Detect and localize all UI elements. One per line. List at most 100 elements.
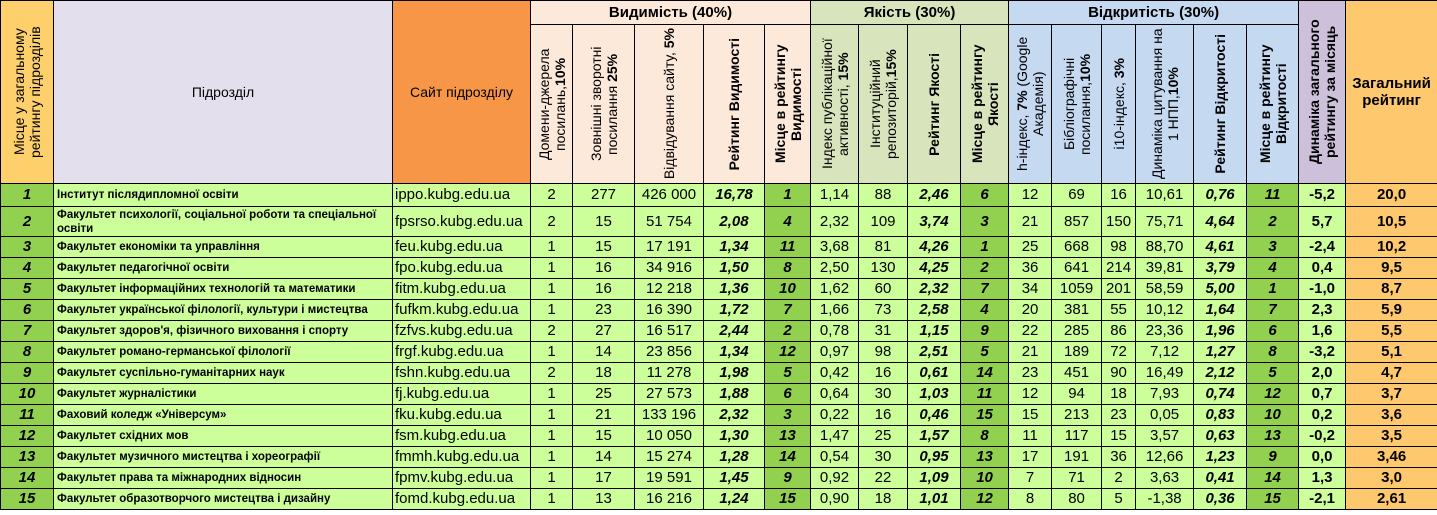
- header-visibility-group: Видимість (40%): [529, 0, 812, 25]
- cell-vis-rating: 1,45: [703, 467, 765, 489]
- cell-h-index: 21: [1008, 206, 1053, 237]
- cell-open-place: 4: [1246, 257, 1300, 279]
- cell-pub-index: 0,64: [810, 383, 860, 405]
- cell-backlinks: 18: [572, 362, 635, 384]
- cell-i10: 23: [1101, 404, 1137, 426]
- cell-total: 8,7: [1345, 278, 1437, 300]
- cell-total: 20,0: [1345, 183, 1437, 207]
- cell-site: frgf.kubg.edu.ua: [392, 341, 531, 363]
- cell-i10: 98: [1101, 236, 1137, 258]
- cell-dynamics: -3,2: [1298, 341, 1347, 363]
- cell-division: Факультет української філології, культур…: [53, 299, 393, 321]
- cell-vis-rating: 1,36: [703, 278, 765, 300]
- cell-biblio: 857: [1051, 206, 1103, 237]
- cell-visits: 23 856: [634, 341, 704, 363]
- cell-repo: 31: [858, 320, 909, 342]
- cell-division: Факультет романо-германської філології: [53, 341, 393, 363]
- cell-visits: 51 754: [634, 206, 704, 237]
- cell-dynamics: 0,4: [1298, 257, 1347, 279]
- cell-h-index: 22: [1008, 320, 1053, 342]
- cell-qual-place: 3: [960, 206, 1010, 237]
- cell-dynamics: 0,2: [1298, 404, 1347, 426]
- header-site: Сайт підрозділу: [392, 0, 531, 184]
- cell-qual-place: 5: [960, 341, 1010, 363]
- cell-qual-rating: 0,61: [907, 362, 962, 384]
- cell-site: fsm.kubg.edu.ua: [392, 425, 531, 447]
- cell-backlinks: 17: [572, 467, 635, 489]
- header-open-place: Місце в рейтингу Відкритості: [1246, 24, 1300, 184]
- cell-repo: 22: [858, 467, 909, 489]
- cell-division: Факультет психології, соціальної роботи …: [53, 206, 393, 237]
- cell-dynamics: -2,4: [1298, 236, 1347, 258]
- table-row: 13 Факультет музичного мистецтва і хорео…: [0, 446, 1437, 468]
- cell-repo: 16: [858, 404, 909, 426]
- cell-backlinks: 21: [572, 404, 635, 426]
- cell-place: 13: [0, 446, 54, 468]
- cell-h-index: 23: [1008, 362, 1053, 384]
- cell-vis-rating: 1,72: [703, 299, 765, 321]
- cell-i10: 201: [1101, 278, 1137, 300]
- table-row: 14 Факультет права та міжнародних віднос…: [0, 467, 1437, 489]
- cell-open-rating: 4,64: [1193, 206, 1248, 237]
- cell-biblio: 641: [1051, 257, 1103, 279]
- table-row: 2 Факультет психології, соціальної робот…: [0, 206, 1437, 237]
- cell-place: 9: [0, 362, 54, 384]
- cell-visits: 16 390: [634, 299, 704, 321]
- cell-site: fpo.kubg.edu.ua: [392, 257, 531, 279]
- cell-open-place: 11: [1246, 183, 1300, 207]
- cell-open-rating: 4,61: [1193, 236, 1248, 258]
- cell-biblio: 668: [1051, 236, 1103, 258]
- header-vis-place: Місце в рейтингу Видимості: [763, 24, 812, 184]
- cell-biblio: 69: [1051, 183, 1103, 207]
- header-repo: Інституційний репозиторій,15%: [858, 24, 909, 184]
- cell-dynamics: 0,7: [1298, 383, 1347, 405]
- table-row: 11 Фаховий коледж «Універсум» fku.kubg.e…: [0, 404, 1437, 426]
- cell-i10: 55: [1101, 299, 1137, 321]
- cell-biblio: 213: [1051, 404, 1103, 426]
- cell-qual-rating: 4,25: [907, 257, 962, 279]
- table-row: 8 Факультет романо-германської філології…: [0, 341, 1437, 363]
- cell-citation-dyn: 7,12: [1135, 341, 1195, 363]
- cell-citation-dyn: 58,59: [1135, 278, 1195, 300]
- cell-qual-rating: 2,32: [907, 278, 962, 300]
- cell-pub-index: 0,54: [810, 446, 860, 468]
- header-openness-group: Відкритість (30%): [1008, 0, 1300, 25]
- cell-domains: 1: [530, 236, 573, 258]
- cell-domains: 1: [530, 383, 573, 405]
- cell-pub-index: 1,47: [810, 425, 860, 447]
- cell-i10: 214: [1101, 257, 1137, 279]
- cell-site: fzfvs.kubg.edu.ua: [392, 320, 531, 342]
- cell-qual-place: 14: [960, 362, 1010, 384]
- cell-domains: 1: [530, 425, 573, 447]
- cell-place: 1: [0, 183, 54, 207]
- cell-dynamics: 2,0: [1298, 362, 1347, 384]
- cell-backlinks: 23: [572, 299, 635, 321]
- cell-division: Факультет журналістики: [53, 383, 393, 405]
- cell-place: 2: [0, 206, 54, 237]
- cell-backlinks: 14: [572, 446, 635, 468]
- cell-open-rating: 0,41: [1193, 467, 1248, 489]
- cell-visits: 17 191: [634, 236, 704, 258]
- cell-backlinks: 15: [572, 206, 635, 237]
- table-row: 5 Факультет інформаційних технологій та …: [0, 278, 1437, 300]
- cell-h-index: 17: [1008, 446, 1053, 468]
- header-place-label: Місце у загальному рейтингу підрозділів: [11, 26, 43, 158]
- cell-division: Факультет музичного мистецтва і хореогра…: [53, 446, 393, 468]
- cell-backlinks: 13: [572, 488, 635, 510]
- cell-qual-rating: 3,74: [907, 206, 962, 237]
- cell-total: 10,5: [1345, 206, 1437, 237]
- cell-total: 3,5: [1345, 425, 1437, 447]
- cell-vis-rating: 1,34: [703, 236, 765, 258]
- cell-i10: 2: [1101, 467, 1137, 489]
- cell-open-place: 15: [1246, 488, 1300, 510]
- cell-domains: 1: [530, 467, 573, 489]
- cell-visits: 16 216: [634, 488, 704, 510]
- cell-open-place: 14: [1246, 467, 1300, 489]
- cell-pub-index: 2,50: [810, 257, 860, 279]
- cell-open-rating: 1,64: [1193, 299, 1248, 321]
- table-row: 12 Факультет східних мов fsm.kubg.edu.ua…: [0, 425, 1437, 447]
- cell-open-rating: 2,12: [1193, 362, 1248, 384]
- cell-backlinks: 27: [572, 320, 635, 342]
- cell-backlinks: 15: [572, 236, 635, 258]
- cell-total: 5,9: [1345, 299, 1437, 321]
